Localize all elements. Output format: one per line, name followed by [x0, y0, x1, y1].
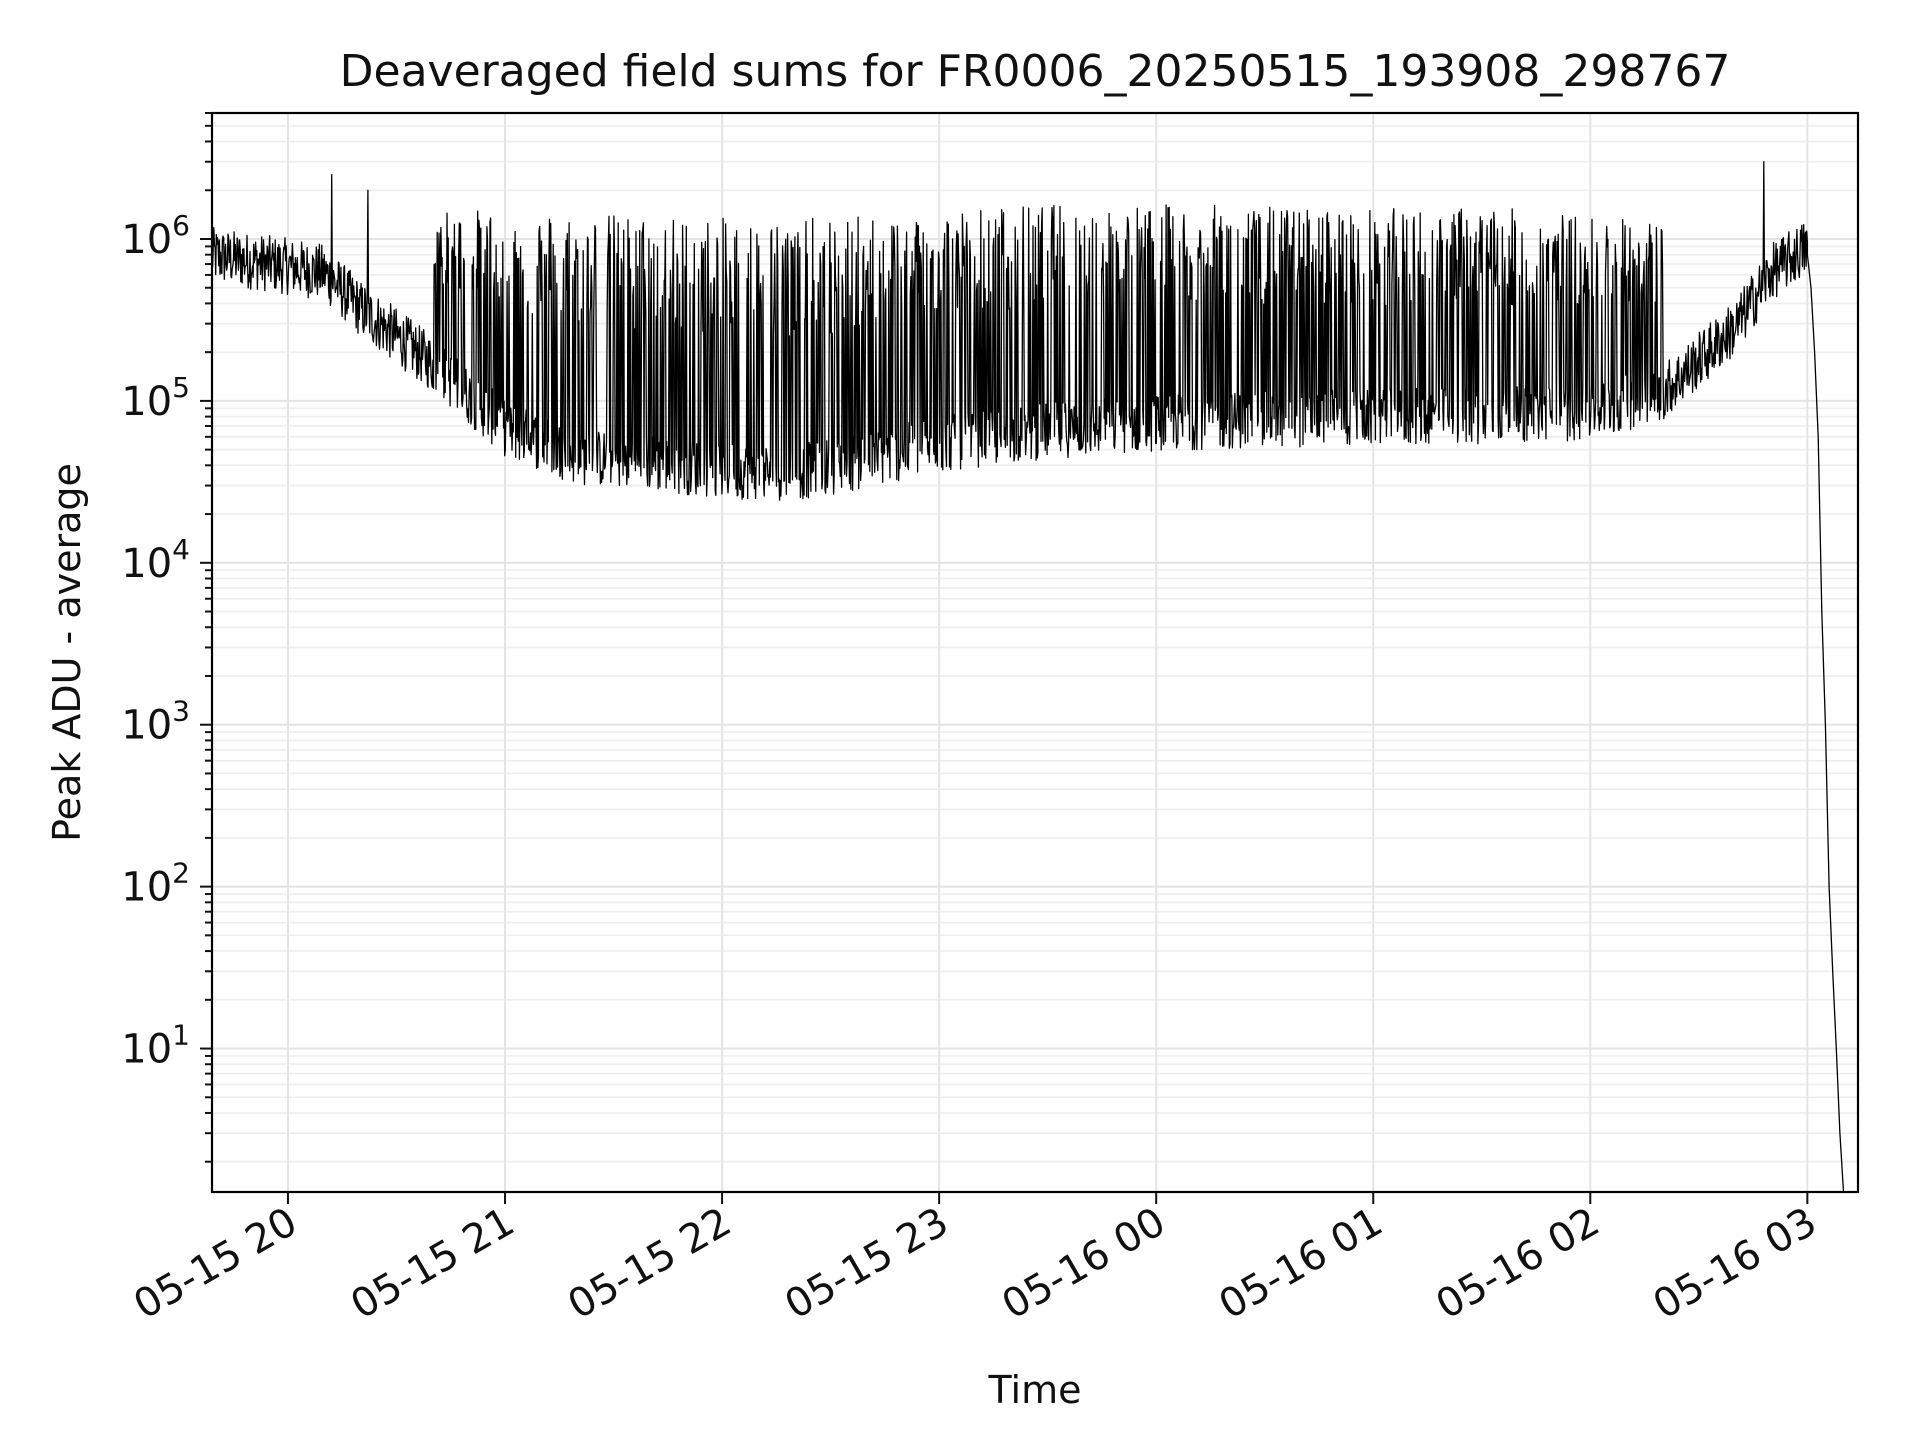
axis-ticks	[200, 112, 1809, 1204]
x-tick-label: 05-15 21	[343, 1199, 522, 1329]
minor-gridlines	[212, 112, 1858, 1163]
y-tick-label: 106	[121, 209, 190, 263]
plot-frame	[210, 111, 1860, 1194]
y-tick-label: 101	[121, 1019, 190, 1073]
x-axis-label: Time	[988, 1368, 1082, 1412]
chart-title: Deaveraged field sums for FR0006_2025051…	[340, 46, 1731, 97]
y-tick-label: 102	[121, 857, 190, 911]
y-axis-label: Peak ADU - average	[45, 463, 89, 842]
series-layer	[211, 161, 1845, 1193]
y-tick-label: 104	[121, 533, 190, 587]
x-tick-label: 05-16 00	[994, 1199, 1173, 1329]
y-tick-label: 105	[121, 371, 190, 425]
x-tick-label: 05-16 03	[1646, 1199, 1825, 1329]
x-tick-label: 05-15 23	[777, 1199, 956, 1329]
y-tick-label: 103	[121, 695, 190, 749]
y-tick-labels: 101 102 103 104 105 106	[121, 209, 190, 1073]
x-tick-label: 05-15 22	[560, 1199, 739, 1329]
x-tick-label: 05-16 02	[1429, 1199, 1608, 1329]
series-line	[211, 161, 1845, 1193]
x-tick-label: 05-15 20	[126, 1199, 305, 1329]
x-tick-label: 05-16 01	[1211, 1199, 1390, 1329]
x-tick-labels: 05-15 20 05-15 21 05-15 22 05-15 23 05-16 00…	[126, 1199, 1824, 1329]
